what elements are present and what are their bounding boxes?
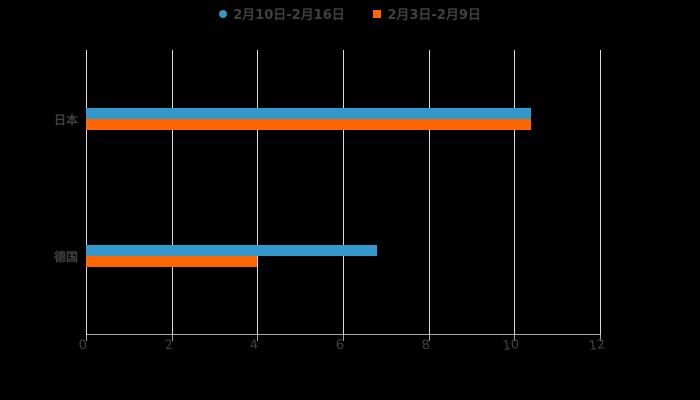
gridline: [514, 50, 515, 335]
bar[interactable]: [86, 245, 377, 256]
category-label: 日本: [38, 111, 78, 128]
bar[interactable]: [86, 119, 531, 130]
gridline: [257, 50, 258, 335]
x-tick-label: 10: [495, 336, 527, 355]
gridline: [86, 50, 87, 335]
legend-item-series-2[interactable]: 2月3日-2月9日: [373, 4, 481, 23]
gridline: [172, 50, 173, 335]
bar[interactable]: [86, 256, 257, 267]
legend-label: 2月3日-2月9日: [387, 4, 481, 23]
legend-square-icon: [373, 10, 381, 18]
x-tick-label: 4: [238, 336, 270, 355]
x-tick-label: 6: [324, 336, 356, 355]
legend-label: 2月10日-2月16日: [233, 4, 345, 23]
chart-legend: 2月10日-2月16日 2月3日-2月9日: [0, 4, 700, 23]
x-tick-label: 2: [153, 336, 185, 355]
category-label: 德国: [38, 248, 78, 265]
legend-item-series-1[interactable]: 2月10日-2月16日: [219, 4, 345, 23]
x-tick-label: 8: [410, 336, 442, 355]
gridline: [343, 50, 344, 335]
plot-area: [86, 50, 600, 335]
gridline: [429, 50, 430, 335]
x-tick-label: 12: [581, 336, 613, 355]
gridline: [600, 50, 601, 335]
bar[interactable]: [86, 108, 531, 119]
legend-circle-icon: [219, 10, 227, 18]
x-tick-label: 0: [67, 336, 99, 355]
